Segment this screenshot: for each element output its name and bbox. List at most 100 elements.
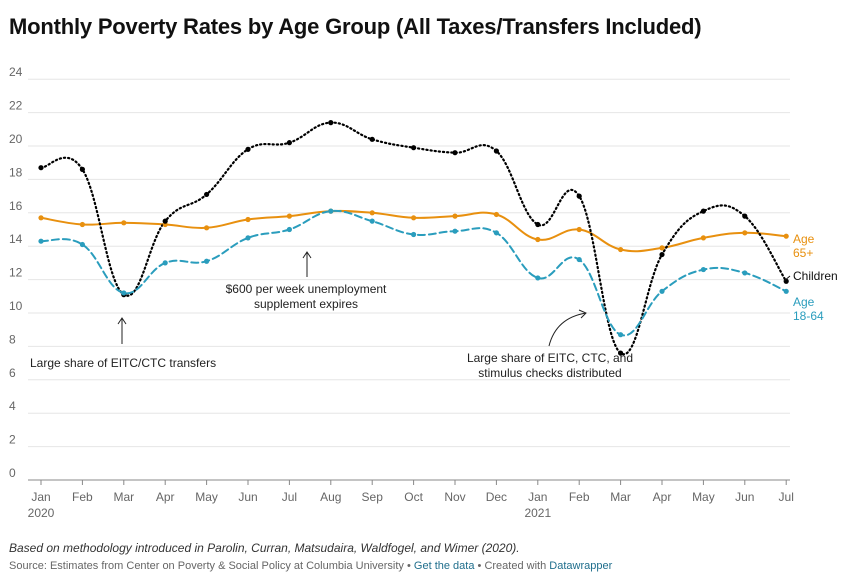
x-year-label: 2020 (28, 506, 55, 520)
created-with-text: • Created with (477, 560, 547, 572)
y-tick-label: 0 (9, 466, 16, 480)
data-point-children (618, 350, 624, 356)
data-point-age65 (742, 230, 748, 236)
data-point-age1864 (328, 208, 334, 214)
data-point-age65 (618, 246, 624, 253)
data-point-age65 (783, 233, 789, 239)
x-tick-label: Feb (72, 490, 93, 504)
annotation-arrowhead (302, 251, 312, 259)
x-year-label: 2021 (524, 506, 551, 520)
x-tick-label: Jun (735, 490, 754, 504)
data-point-age65 (121, 220, 127, 226)
series-line-age1864 (40, 209, 788, 337)
separator: • (407, 560, 411, 572)
x-tick-label: May (195, 490, 218, 504)
annotation-line: supplement expires (254, 297, 358, 311)
data-point-age1864 (576, 256, 582, 263)
y-tick-label: 16 (9, 199, 23, 213)
data-point-age1864 (659, 288, 665, 294)
data-point-age1864 (618, 332, 624, 338)
annotation-arrow (548, 312, 587, 347)
data-point-children (535, 221, 541, 228)
data-point-age1864 (369, 218, 375, 224)
x-tick-label: Feb (569, 490, 590, 504)
data-point-age65 (700, 235, 707, 241)
data-points (38, 120, 789, 356)
data-point-age65 (286, 213, 292, 219)
annotation-line: $600 per week unemployment (226, 282, 387, 296)
source-text: Source: Estimates from Center on Poverty… (9, 560, 404, 572)
series-label-age1864: Age 18-64 (793, 295, 824, 323)
data-point-children (286, 140, 292, 146)
data-point-children (245, 146, 251, 152)
data-point-age1864 (452, 228, 458, 234)
y-tick-label: 12 (9, 266, 23, 280)
data-point-age1864 (204, 258, 210, 264)
series-label-line: 18-64 (793, 309, 824, 323)
series-label-children: Children (793, 269, 838, 283)
children-label-leader (783, 275, 791, 282)
data-point-age65 (369, 210, 375, 216)
chart-title: Monthly Poverty Rates by Age Group (All … (9, 14, 702, 39)
data-point-age1864 (700, 266, 707, 273)
data-point-children (369, 136, 375, 142)
annotation-arrowhead (117, 317, 127, 325)
y-tick-label: 14 (9, 232, 23, 246)
data-point-children (38, 165, 44, 171)
x-axis-ticks: Jan Feb Mar Apr May Jun Jul Aug Sep Oct Nov Dec Jan F… (28, 480, 794, 520)
data-point-age65 (576, 226, 582, 233)
gridlines (28, 78, 790, 481)
annotation-line: Large share of EITC, CTC, and (467, 351, 633, 365)
annotation-arrows (117, 251, 587, 347)
data-point-age65 (493, 211, 499, 218)
data-point-age1864 (535, 275, 541, 281)
y-tick-label: 2 (9, 433, 16, 447)
y-tick-label: 8 (9, 332, 16, 346)
x-tick-label: May (692, 490, 715, 504)
datawrapper-link[interactable]: Datawrapper (549, 560, 613, 572)
data-point-children (452, 150, 458, 156)
y-tick-label: 20 (9, 132, 23, 146)
x-tick-label: Dec (486, 490, 507, 504)
series-lines (39, 121, 788, 356)
x-tick-label: Jul (282, 490, 297, 504)
data-point-age65 (659, 245, 665, 251)
data-point-children (659, 251, 665, 258)
data-point-age1864 (286, 226, 292, 233)
data-point-children (328, 120, 334, 126)
y-tick-label: 6 (9, 366, 16, 380)
data-point-children (162, 218, 168, 224)
data-point-age1864 (121, 290, 127, 296)
x-tick-label: Jan (528, 490, 547, 504)
data-point-age65 (245, 216, 251, 223)
annotations: Large share of EITC/CTC transfers $600 pe… (30, 282, 633, 380)
source-line: Source: Estimates from Center on Poverty… (9, 560, 612, 572)
data-point-age1864 (79, 241, 85, 248)
data-point-children (742, 213, 748, 219)
x-tick-label: Aug (320, 490, 341, 504)
series-label-line: Age (793, 232, 815, 246)
series-label-line: 65+ (793, 246, 813, 260)
y-tick-label: 10 (9, 299, 23, 313)
data-point-children (576, 193, 582, 199)
data-point-age65 (38, 215, 44, 221)
data-point-children (493, 148, 499, 154)
data-point-age1864 (245, 235, 251, 241)
data-point-age1864 (411, 231, 417, 238)
series-line-children (39, 121, 788, 356)
y-tick-label: 18 (9, 165, 23, 179)
data-point-children (204, 191, 210, 198)
annotation-text: $600 per week unemployment supplement exp… (226, 282, 387, 311)
series-label-line: Age (793, 295, 815, 309)
data-point-age65 (452, 213, 458, 219)
series-label-age65: Age 65+ (793, 232, 815, 260)
data-point-age1864 (783, 288, 789, 294)
x-tick-label: Jan (31, 490, 50, 504)
data-point-age65 (411, 215, 417, 221)
y-tick-label: 22 (9, 99, 23, 113)
annotation-line: Large share of EITC/CTC transfers (30, 356, 216, 370)
get-data-link[interactable]: Get the data (413, 560, 475, 572)
x-tick-label: Mar (113, 490, 134, 504)
